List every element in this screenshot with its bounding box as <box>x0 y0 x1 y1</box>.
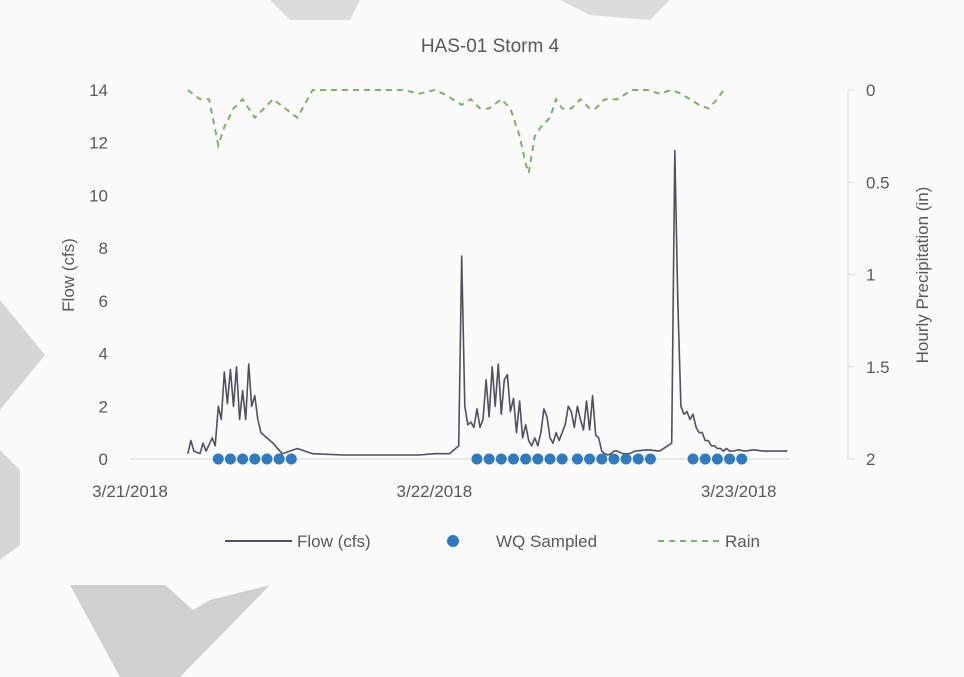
wq-sample-point <box>571 453 583 465</box>
x-axis-tick-labels: 3/21/2018 3/22/2018 3/23/2018 <box>92 482 776 501</box>
flow-series-line <box>187 149 788 456</box>
wq-sample-point <box>249 453 261 465</box>
y2-tick-label: 0.5 <box>866 173 890 192</box>
wq-sample-point <box>483 453 495 465</box>
wq-sample-point <box>584 453 596 465</box>
watermark-top-shape-right <box>560 0 670 20</box>
x-tick-label: 3/23/2018 <box>701 482 777 501</box>
watermark-chevron-shape <box>70 585 270 677</box>
watermark-left-shape-lower <box>0 450 20 560</box>
y2-tick-label: 0 <box>866 81 875 100</box>
wq-sample-point <box>285 453 297 465</box>
wq-sample-point <box>495 453 507 465</box>
wq-sample-point <box>724 453 736 465</box>
wq-sample-point <box>699 453 711 465</box>
y-tick-label: 10 <box>89 186 108 205</box>
wq-sample-point <box>687 453 699 465</box>
x-tick-label: 3/22/2018 <box>397 482 473 501</box>
wq-sample-point <box>224 453 236 465</box>
legend-wq-swatch <box>447 535 459 547</box>
y-axis-label: Flow (cfs) <box>59 238 78 312</box>
y-tick-label: 4 <box>99 345 108 364</box>
wq-sample-point <box>632 453 644 465</box>
wq-sample-point <box>507 453 519 465</box>
y-tick-label: 2 <box>99 397 108 416</box>
rain-series-line <box>187 88 725 174</box>
y2-tick-label: 2 <box>866 450 875 469</box>
wq-sample-point <box>532 453 544 465</box>
wq-sample-point <box>736 453 748 465</box>
wq-sample-point <box>596 453 608 465</box>
wq-sample-point <box>711 453 723 465</box>
y-tick-label: 12 <box>89 134 108 153</box>
wq-sample-point <box>237 453 249 465</box>
chart-title: HAS-01 Storm 4 <box>421 36 560 57</box>
y-tick-label: 0 <box>99 450 108 469</box>
wq-sample-point <box>644 453 656 465</box>
y2-tick-label: 1.5 <box>866 358 890 377</box>
x-tick-label: 3/21/2018 <box>92 482 168 501</box>
y-tick-label: 6 <box>99 292 108 311</box>
legend-wq-label: WQ Sampled <box>496 532 597 551</box>
wq-sample-point <box>544 453 556 465</box>
wq-sample-point <box>212 453 224 465</box>
wq-sample-point <box>608 453 620 465</box>
y2-tick-label: 1 <box>866 266 875 285</box>
plot-area <box>187 88 788 465</box>
y2-axis-tick-labels: 0 0.5 1 1.5 2 <box>866 81 890 469</box>
wq-sample-point <box>520 453 532 465</box>
watermark-left-shape <box>0 300 45 410</box>
wq-sample-point <box>273 453 285 465</box>
wq-sample-point <box>556 453 568 465</box>
legend-rain-label: Rain <box>725 532 760 551</box>
wq-sample-point <box>261 453 273 465</box>
wq-sample-point <box>471 453 483 465</box>
watermark-top-shape <box>270 0 360 20</box>
wq-sample-point <box>620 453 632 465</box>
legend: Flow (cfs) WQ Sampled Rain <box>225 532 760 551</box>
y2-axis-ticks <box>848 89 854 460</box>
y-tick-label: 8 <box>99 239 108 258</box>
y-tick-label: 14 <box>89 81 108 100</box>
y-axis-tick-labels: 0 2 4 6 8 10 12 14 <box>89 81 108 469</box>
y2-axis-label: Hourly Precipitation (in) <box>913 187 932 364</box>
decorative-watermark-shapes <box>0 0 670 677</box>
legend-flow-label: Flow (cfs) <box>297 532 371 551</box>
